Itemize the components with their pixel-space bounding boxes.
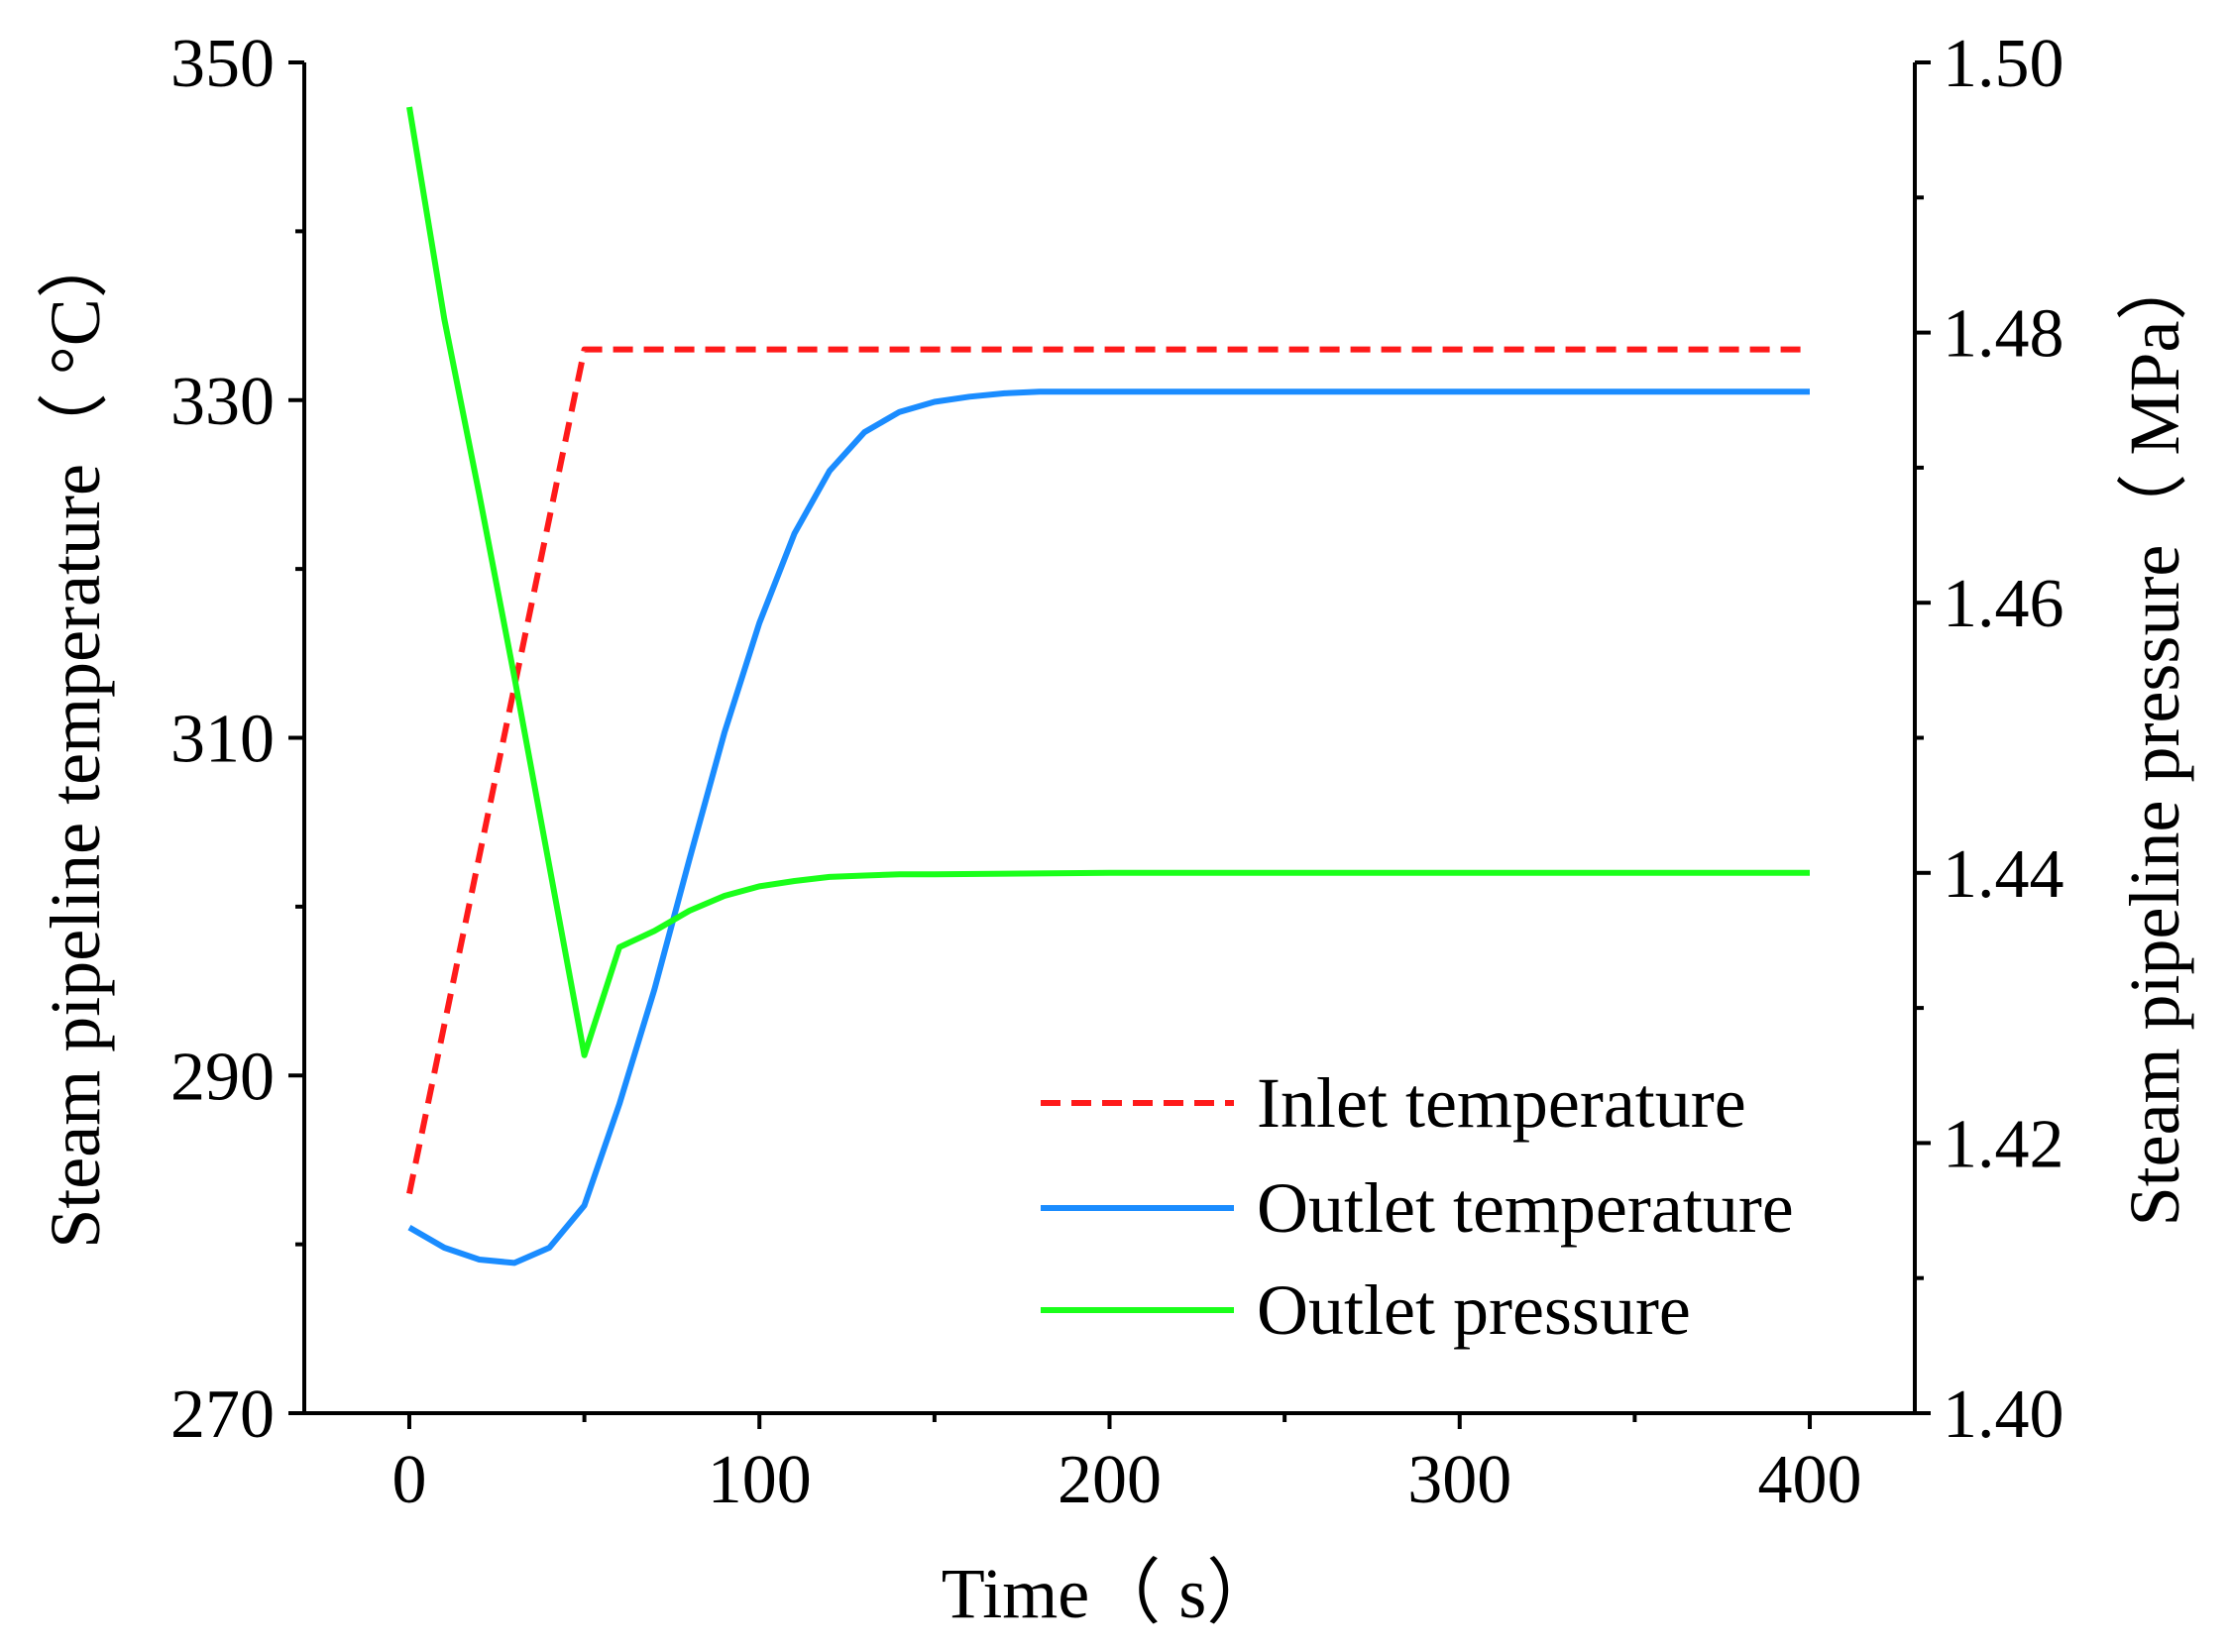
x-tick-label: 400 bbox=[1758, 1442, 1862, 1518]
y-left-axis-title: Steam pipeline temperature（ °C） bbox=[36, 227, 115, 1249]
legend-label: Outlet temperature bbox=[1257, 1168, 1794, 1248]
y-left-tick-label: 290 bbox=[170, 1039, 275, 1115]
y-left-tick-label: 270 bbox=[170, 1377, 275, 1453]
y-right-tick-label: 1.50 bbox=[1943, 26, 2064, 102]
y-left-tick-label: 310 bbox=[170, 702, 275, 778]
series-line-outlet-temperature bbox=[407, 388, 1810, 1267]
legend-label: Inlet temperature bbox=[1257, 1063, 1746, 1143]
y-right-tick-label: 1.40 bbox=[1943, 1377, 2064, 1453]
x-tick-label: 0 bbox=[391, 1442, 426, 1518]
x-tick-label: 100 bbox=[708, 1442, 812, 1518]
y-right-axis-title: Steam pipeline pressure（ MPa） bbox=[2115, 250, 2194, 1227]
y-right-tick-label: 1.42 bbox=[1943, 1106, 2064, 1182]
series-line-outlet-pressure bbox=[406, 106, 1810, 1058]
legend-label: Outlet pressure bbox=[1257, 1270, 1691, 1350]
series-layer bbox=[406, 106, 1810, 1267]
y-left-tick-label: 350 bbox=[170, 26, 275, 102]
axes-layer: 0 100 200 300 400 270 290 310 330 350 1.40 1.42 1.44… bbox=[170, 26, 2064, 1518]
y-right-tick-label: 1.44 bbox=[1943, 836, 2064, 913]
y-left-tick-label: 330 bbox=[170, 364, 275, 440]
y-right-tick-label: 1.46 bbox=[1943, 566, 2064, 642]
legend: Inlet temperature Outlet temperature Outle… bbox=[1041, 1063, 1794, 1350]
x-tick-label: 300 bbox=[1407, 1442, 1511, 1518]
y-right-tick-label: 1.48 bbox=[1943, 296, 2064, 373]
x-tick-label: 200 bbox=[1058, 1442, 1162, 1518]
series-line-inlet-temperature bbox=[406, 346, 1810, 1195]
x-axis-title: Time（ s） bbox=[942, 1554, 1278, 1633]
